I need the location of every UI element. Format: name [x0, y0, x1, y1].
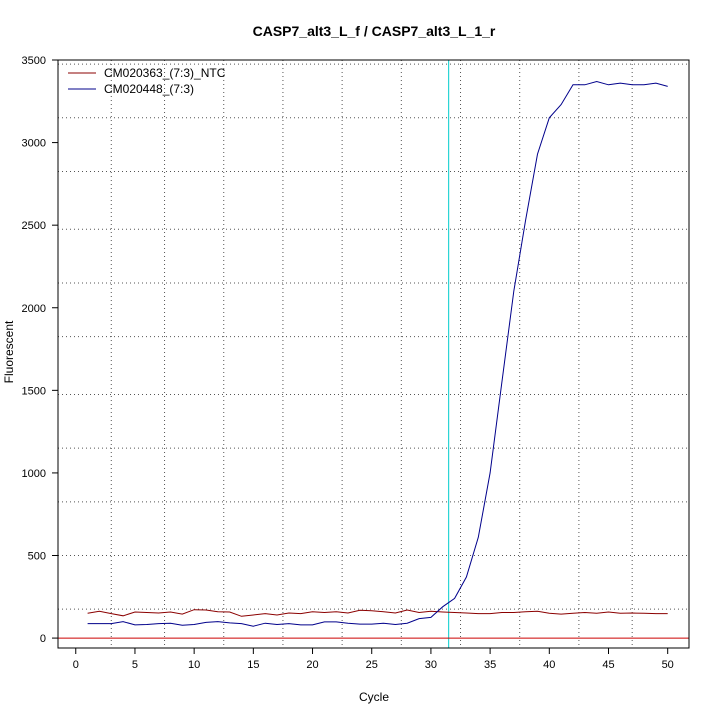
y-axis-ticks: 0 500 1000 1500 2000 2500 3000 3500 — [22, 55, 58, 645]
legend-label-1: CM020448_(7:3) — [104, 82, 194, 96]
series-line-0 — [87, 609, 668, 617]
x-tick-label-25: 25 — [366, 659, 378, 671]
y-axis-label: Fluorescent — [2, 320, 16, 383]
plot-frame — [57, 59, 690, 649]
legend-label-0: CM020363_(7:3)_NTC — [104, 66, 226, 80]
x-tick-label-30: 30 — [425, 659, 437, 671]
grid-lines — [58, 60, 689, 648]
y-tick-label-3000: 3000 — [22, 138, 46, 150]
x-axis-ticks: 0 5 10 15 20 25 30 35 40 45 50 — [73, 648, 674, 671]
x-tick-label-5: 5 — [132, 659, 138, 671]
legend: CM020363_(7:3)_NTC CM020448_(7:3) — [68, 66, 226, 96]
x-tick-label-50: 50 — [662, 659, 674, 671]
x-tick-label-10: 10 — [188, 659, 200, 671]
y-tick-label-1500: 1500 — [22, 385, 46, 397]
y-tick-label-1000: 1000 — [22, 468, 46, 480]
x-tick-label-40: 40 — [543, 659, 555, 671]
y-tick-label-500: 500 — [28, 551, 46, 563]
x-tick-label-15: 15 — [247, 659, 259, 671]
x-tick-label-35: 35 — [484, 659, 496, 671]
series-line-1 — [87, 80, 668, 627]
y-tick-label-2500: 2500 — [22, 220, 46, 232]
chart-title: CASP7_alt3_L_f / CASP7_alt3_L_1_r — [253, 23, 496, 39]
x-tick-label-0: 0 — [73, 659, 79, 671]
y-tick-label-2000: 2000 — [22, 303, 46, 315]
reference-lines — [58, 60, 689, 648]
y-tick-label-0: 0 — [40, 633, 46, 645]
x-tick-label-45: 45 — [602, 659, 614, 671]
y-tick-label-3500: 3500 — [22, 55, 46, 67]
series-lines — [87, 80, 668, 627]
x-axis-label: Cycle — [359, 690, 389, 704]
x-tick-label-20: 20 — [306, 659, 318, 671]
